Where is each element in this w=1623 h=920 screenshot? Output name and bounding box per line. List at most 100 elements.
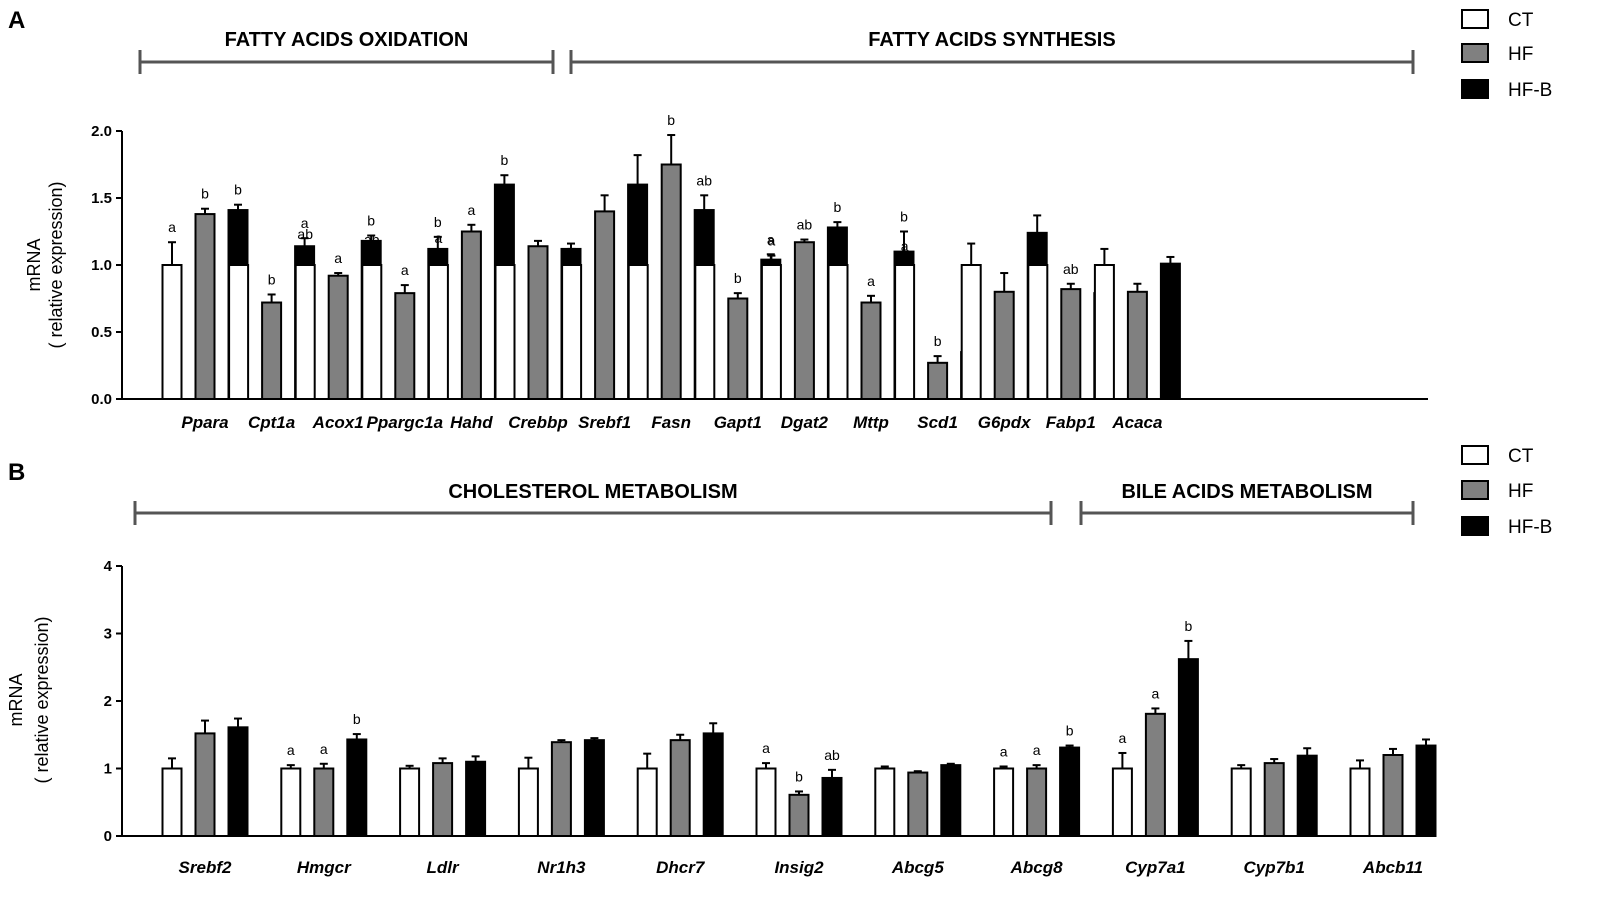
bar bbox=[194, 732, 216, 838]
significance-label: a bbox=[287, 742, 295, 758]
bar bbox=[1059, 746, 1081, 838]
significance-label: b bbox=[1185, 618, 1193, 634]
category-label: Ppara bbox=[181, 413, 228, 432]
bar bbox=[1159, 262, 1181, 400]
significance-label: b bbox=[353, 711, 361, 727]
bar bbox=[940, 764, 962, 837]
significance-label: b bbox=[234, 182, 242, 198]
y-axis-label: mRNA bbox=[24, 239, 44, 292]
group-label: FATTY ACIDS OXIDATION bbox=[225, 29, 469, 51]
category-label: Srebf1 bbox=[578, 413, 631, 432]
significance-label: a bbox=[1119, 730, 1127, 746]
bar bbox=[280, 767, 302, 837]
significance-label: a bbox=[1000, 743, 1008, 759]
bar bbox=[1296, 754, 1318, 837]
bar bbox=[894, 264, 916, 400]
significance-label: a bbox=[435, 230, 443, 246]
significance-label: a bbox=[1033, 742, 1041, 758]
bar bbox=[517, 767, 539, 837]
significance-label: b bbox=[1066, 723, 1074, 739]
group-label: CHOLESTEROL METABOLISM bbox=[448, 481, 737, 503]
bar bbox=[432, 762, 454, 837]
significance-label: ab bbox=[364, 231, 380, 247]
bar bbox=[361, 264, 383, 400]
bar bbox=[313, 767, 335, 837]
bar bbox=[927, 361, 949, 401]
significance-label: b bbox=[201, 186, 209, 202]
y-tick-label: 0.5 bbox=[91, 324, 112, 341]
significance-label: ab bbox=[824, 747, 840, 763]
bar bbox=[194, 213, 216, 400]
bar bbox=[1230, 767, 1252, 837]
group-label: FATTY ACIDS SYNTHESIS bbox=[868, 29, 1115, 51]
bar bbox=[594, 210, 616, 400]
bar bbox=[1415, 744, 1437, 837]
bar bbox=[1027, 264, 1049, 400]
y-axis-label-sub: ( relative expression) bbox=[32, 616, 52, 783]
significance-label: a bbox=[768, 233, 776, 249]
y-axis-label: mRNA bbox=[6, 674, 26, 727]
bar bbox=[636, 767, 658, 837]
bar bbox=[1177, 658, 1199, 838]
bar bbox=[494, 264, 516, 400]
bar bbox=[327, 274, 349, 400]
significance-label: b bbox=[667, 112, 675, 128]
significance-label: a bbox=[334, 250, 342, 266]
y-tick-label: 1.5 bbox=[91, 190, 112, 207]
significance-label: a bbox=[401, 262, 409, 278]
category-label: Fasn bbox=[651, 413, 691, 432]
y-tick-label: 2 bbox=[104, 693, 112, 710]
category-label: Srebf2 bbox=[179, 858, 232, 877]
category-label: Abcg8 bbox=[1010, 858, 1064, 877]
group-label: BILE ACIDS METABOLISM bbox=[1121, 481, 1372, 503]
category-label: Ppargc1a bbox=[367, 413, 444, 432]
category-label: Crebbp bbox=[508, 413, 568, 432]
y-tick-label: 4 bbox=[104, 558, 113, 575]
legend-label: CT bbox=[1508, 10, 1534, 31]
bar bbox=[427, 264, 449, 400]
y-tick-label: 0.0 bbox=[91, 391, 112, 408]
bar bbox=[788, 793, 810, 838]
bar bbox=[394, 292, 416, 401]
legend-label: HF bbox=[1508, 481, 1533, 502]
bar bbox=[261, 301, 283, 400]
bar bbox=[702, 732, 724, 838]
bar bbox=[669, 739, 691, 838]
category-label: Dhcr7 bbox=[656, 858, 706, 877]
category-label: Cpt1a bbox=[248, 413, 295, 432]
bar bbox=[527, 245, 549, 400]
significance-label: ab bbox=[696, 172, 712, 188]
bar bbox=[960, 264, 982, 400]
significance-label: b bbox=[434, 214, 442, 230]
category-label: Acaca bbox=[1111, 413, 1162, 432]
bar bbox=[1126, 290, 1148, 400]
bar bbox=[627, 264, 649, 400]
category-label: Abcb11 bbox=[1362, 858, 1423, 877]
bar bbox=[760, 264, 782, 400]
category-label: Mttp bbox=[853, 413, 889, 432]
legend-label: HF bbox=[1508, 44, 1533, 65]
significance-label: ab bbox=[297, 226, 313, 242]
legend-swatch bbox=[1461, 516, 1489, 536]
significance-label: a bbox=[320, 741, 328, 757]
bar bbox=[727, 297, 749, 400]
category-label: Nr1h3 bbox=[537, 858, 586, 877]
category-label: Cyp7a1 bbox=[1125, 858, 1185, 877]
bar bbox=[827, 264, 849, 400]
significance-label: b bbox=[834, 199, 842, 215]
significance-label: ab bbox=[797, 217, 813, 233]
bar bbox=[1263, 762, 1285, 837]
bar bbox=[1111, 767, 1133, 837]
bar bbox=[399, 767, 421, 837]
bar bbox=[1026, 767, 1048, 837]
significance-label: b bbox=[900, 209, 908, 225]
significance-label: b bbox=[268, 271, 276, 287]
bar bbox=[1349, 767, 1371, 837]
significance-label: a bbox=[1034, 234, 1042, 250]
category-label: Gapt1 bbox=[714, 413, 762, 432]
bar bbox=[907, 771, 929, 837]
bar bbox=[161, 767, 183, 837]
category-label: Scd1 bbox=[917, 413, 958, 432]
category-label: Cyp7b1 bbox=[1243, 858, 1304, 877]
